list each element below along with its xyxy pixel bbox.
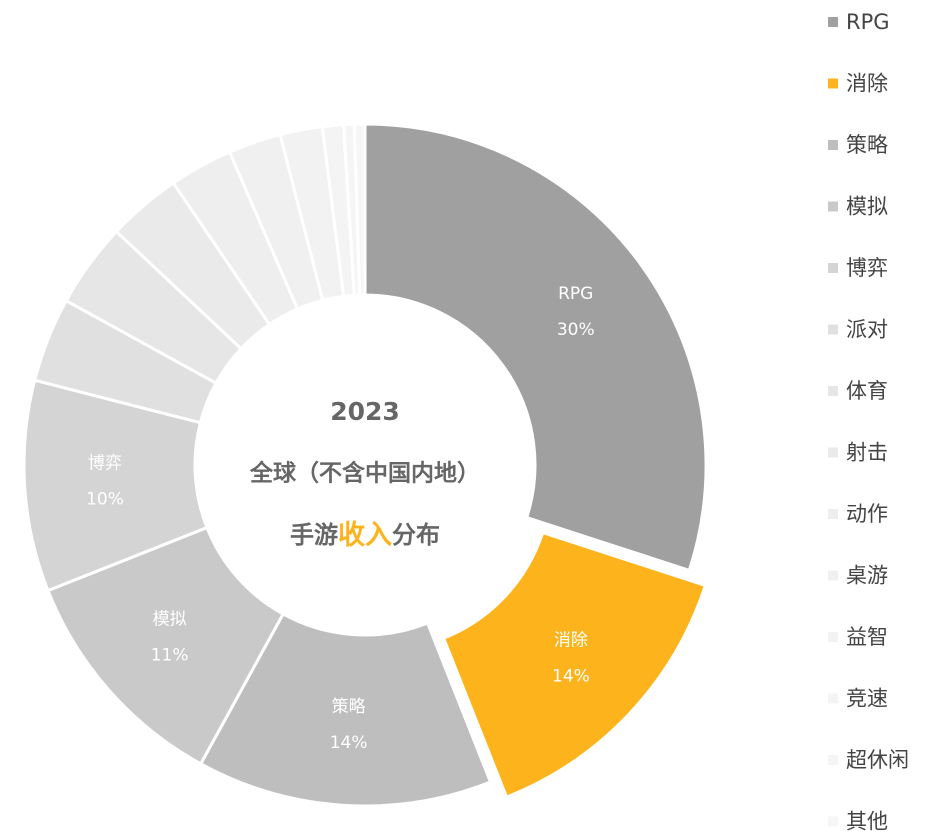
donut xyxy=(22,122,708,808)
slice-name: 策略 xyxy=(332,697,366,717)
legend-label: 超休闲 xyxy=(846,748,909,772)
slice-value: 14% xyxy=(552,666,590,686)
center-highlight: 收入 xyxy=(338,520,392,551)
legend-swatch xyxy=(828,201,838,212)
legend-label: 体育 xyxy=(846,379,888,403)
legend-label: 消除 xyxy=(846,72,888,96)
slice-name: 模拟 xyxy=(153,609,187,629)
center-line: 手游收入分布 xyxy=(290,520,440,551)
legend-swatch xyxy=(828,386,838,396)
slice xyxy=(198,611,493,808)
legend-swatch xyxy=(828,570,838,581)
legend-label: 博弈 xyxy=(846,256,888,280)
legend-label: 桌游 xyxy=(846,564,888,588)
legend-swatch xyxy=(828,816,838,827)
legend-swatch xyxy=(828,17,838,27)
legend-label: 益智 xyxy=(846,625,888,649)
legend-label: 模拟 xyxy=(846,195,888,219)
slice-name: 博弈 xyxy=(88,453,122,473)
legend-label: 竞速 xyxy=(846,687,888,711)
legend-label: 射击 xyxy=(846,441,888,465)
legend-swatch xyxy=(828,140,838,150)
slice xyxy=(441,530,708,800)
slice-value: 30% xyxy=(557,320,595,340)
center-line: 全球（不含中国内地） xyxy=(249,460,480,487)
slice-value: 10% xyxy=(86,489,124,509)
slice-name: 消除 xyxy=(554,630,588,650)
legend-label: 策略 xyxy=(846,133,888,157)
slice-value: 11% xyxy=(151,645,189,665)
slice xyxy=(363,122,708,573)
legend-swatch xyxy=(828,447,838,458)
legend-swatch xyxy=(828,324,838,335)
slice-value: 14% xyxy=(330,733,368,753)
legend-swatch xyxy=(828,755,838,765)
slice xyxy=(45,525,286,766)
legend-label: 派对 xyxy=(846,318,888,342)
center-part: 手游 xyxy=(290,521,338,549)
legend-swatch xyxy=(828,263,838,273)
legend-label: 其他 xyxy=(846,810,888,834)
legend-swatch xyxy=(828,693,838,704)
legend-swatch xyxy=(828,632,838,642)
center-part: 分布 xyxy=(392,521,440,549)
slice xyxy=(352,122,367,297)
legend-label: RPG xyxy=(846,10,890,34)
center-year: 2023 xyxy=(330,397,400,426)
legend-swatch xyxy=(828,509,838,519)
legend-swatch xyxy=(828,78,838,89)
legend-label: 动作 xyxy=(846,502,888,526)
slice-name: RPG xyxy=(558,284,593,304)
